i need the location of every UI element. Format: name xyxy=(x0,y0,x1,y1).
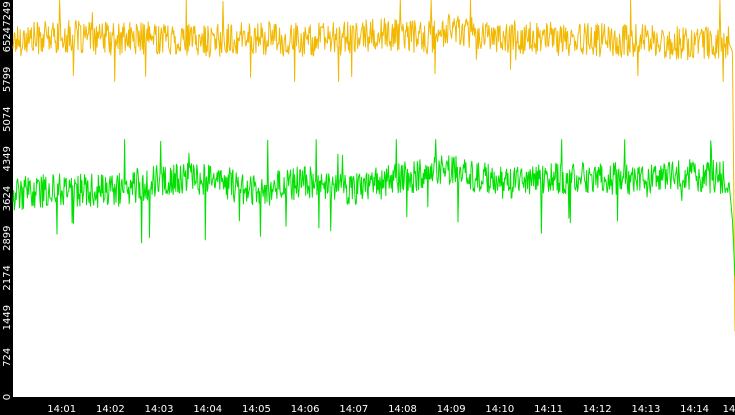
x-tick-label: 14:06 xyxy=(291,404,320,415)
x-tick-label: 14:05 xyxy=(242,404,271,415)
x-tick-label: 14:08 xyxy=(388,404,417,415)
series-line-2 xyxy=(12,139,735,277)
x-tick-label: 14:09 xyxy=(437,404,466,415)
x-tick-label: 14:03 xyxy=(145,404,174,415)
x-tick-label: 14:01 xyxy=(47,404,76,415)
x-tick-label: 14:13 xyxy=(631,404,660,415)
y-tick-label: 724 xyxy=(2,348,13,367)
x-tick-label: 14:11 xyxy=(534,404,563,415)
y-tick-label: 4349 xyxy=(2,146,13,171)
x-tick-label: 14:02 xyxy=(96,404,125,415)
y-tick-label: 1449 xyxy=(2,305,13,330)
x-tick-label: 14:14 xyxy=(680,404,709,415)
y-tick-label: 0 xyxy=(2,394,13,400)
y-tick-label: 3624 xyxy=(2,186,13,211)
y-tick-label: 7249 xyxy=(2,1,13,26)
series-layer xyxy=(12,0,735,332)
y-tick-label: 2899 xyxy=(2,225,13,250)
y-tick-label: 5799 xyxy=(2,67,13,92)
x-tick-label: 14:10 xyxy=(485,404,514,415)
x-axis: 14:01 14:02 14:03 14:04 14:05 14:06 14:07 14:08… xyxy=(47,404,735,415)
plot-area xyxy=(13,0,735,397)
x-tick-label: 14:07 xyxy=(339,404,368,415)
x-tick-label: 14:04 xyxy=(193,404,222,415)
series-line-1 xyxy=(12,0,735,332)
y-tick-label: 2174 xyxy=(2,265,13,290)
x-tick-label: 14 xyxy=(723,404,735,415)
y-tick-label: 6524 xyxy=(2,27,13,52)
y-tick-label: 5074 xyxy=(2,106,13,131)
x-tick-label: 14:12 xyxy=(583,404,612,415)
